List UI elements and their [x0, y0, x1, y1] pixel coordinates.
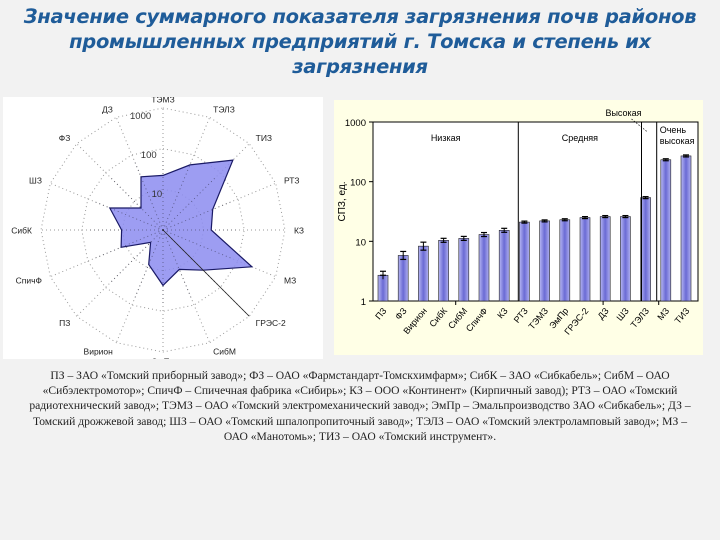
bar	[438, 240, 449, 302]
y-tick-label: 1000	[345, 118, 366, 129]
radar-axis-label: ПЗ	[59, 318, 70, 328]
radar-axis-label: МЗ	[284, 276, 296, 286]
zone-label-medium: Средняя	[562, 133, 598, 143]
radar-axis-label: ТЭМЗ	[151, 97, 175, 105]
bar	[397, 255, 409, 302]
radar-ring	[81, 148, 245, 312]
bar	[418, 245, 429, 302]
radar-axis-label: ФЗ	[59, 133, 71, 143]
x-category-label: ПЗ	[373, 306, 388, 322]
bar	[599, 216, 611, 302]
y-tick-label: 1	[361, 297, 366, 308]
x-category-label: ШЗ	[614, 306, 630, 323]
radar-axis-label: СибК	[11, 226, 32, 236]
y-tick-label: 10	[355, 237, 366, 248]
radar-axis-label: СпичФ	[16, 276, 42, 286]
radar-axis-label: ШЗ	[29, 175, 42, 185]
zone-label-very-high: Очень	[660, 125, 687, 135]
bar	[680, 155, 692, 302]
bar	[539, 220, 550, 302]
bar	[559, 219, 571, 302]
y-tick-label: 100	[350, 178, 366, 189]
title-line-1: Значение суммарного показателя загрязнен…	[23, 5, 697, 28]
radar-axis-label: Вирион	[84, 347, 114, 357]
slide-title: Значение суммарного показателя загрязнен…	[0, 4, 720, 79]
bar	[519, 221, 530, 302]
bar	[660, 159, 672, 302]
bar-chart-panel: 1 10 100 1000 СПЗ, ед. ПЗ ФЗ Вирион СибК СибМ Спич…	[334, 100, 703, 355]
legend-caption: ПЗ – ЗАО «Томский приборный завод»; ФЗ –…	[29, 369, 691, 443]
bar	[579, 217, 591, 302]
title-line-2: промышленных предприятий г. Томска и сте…	[69, 30, 651, 78]
radar-axis-label: ТЭЛЗ	[213, 104, 235, 114]
x-category-label: МЗ	[655, 306, 671, 322]
radar-axis-label: ДЗ	[102, 104, 113, 114]
zone-label-high: Высокая	[605, 108, 641, 118]
radar-axis-label: ГРЭС-2	[256, 318, 286, 328]
radar-ring-label: 100	[141, 150, 157, 161]
bar	[640, 197, 651, 302]
x-category-label: КЗ	[495, 306, 509, 321]
x-category-label: ТИЗ	[673, 306, 692, 326]
y-axis-label: СПЗ, ед.	[337, 182, 348, 222]
radar-axis-label: КЗ	[294, 226, 304, 236]
x-category-label: ФЗ	[393, 306, 409, 322]
radar-ring-label: 1000	[130, 111, 151, 122]
bar	[478, 234, 490, 302]
zone-label-low: Низкая	[431, 133, 461, 143]
bar	[458, 238, 470, 302]
x-category-label: ТЭЛЗ	[629, 306, 651, 330]
radar-ring-label: 10	[152, 189, 163, 200]
radar-axis-label: ЭмПр	[152, 357, 175, 360]
radar-ring	[40, 107, 286, 353]
radar-data-polygon	[108, 159, 254, 287]
x-category-label: СпичФ	[464, 306, 490, 334]
radar-axis-label: СибМ	[213, 347, 236, 357]
x-category-label: ДЗ	[596, 306, 611, 321]
bar	[498, 230, 510, 302]
x-category-label: РТЗ	[512, 306, 530, 325]
zone-label-very-high-2: высокая	[660, 136, 695, 146]
radar-axis-label: ТИЗ	[256, 133, 272, 143]
radar-axis-label: РТЗ	[284, 175, 300, 185]
x-category-label: ТЭМЗ	[526, 306, 550, 332]
bar	[620, 216, 631, 302]
